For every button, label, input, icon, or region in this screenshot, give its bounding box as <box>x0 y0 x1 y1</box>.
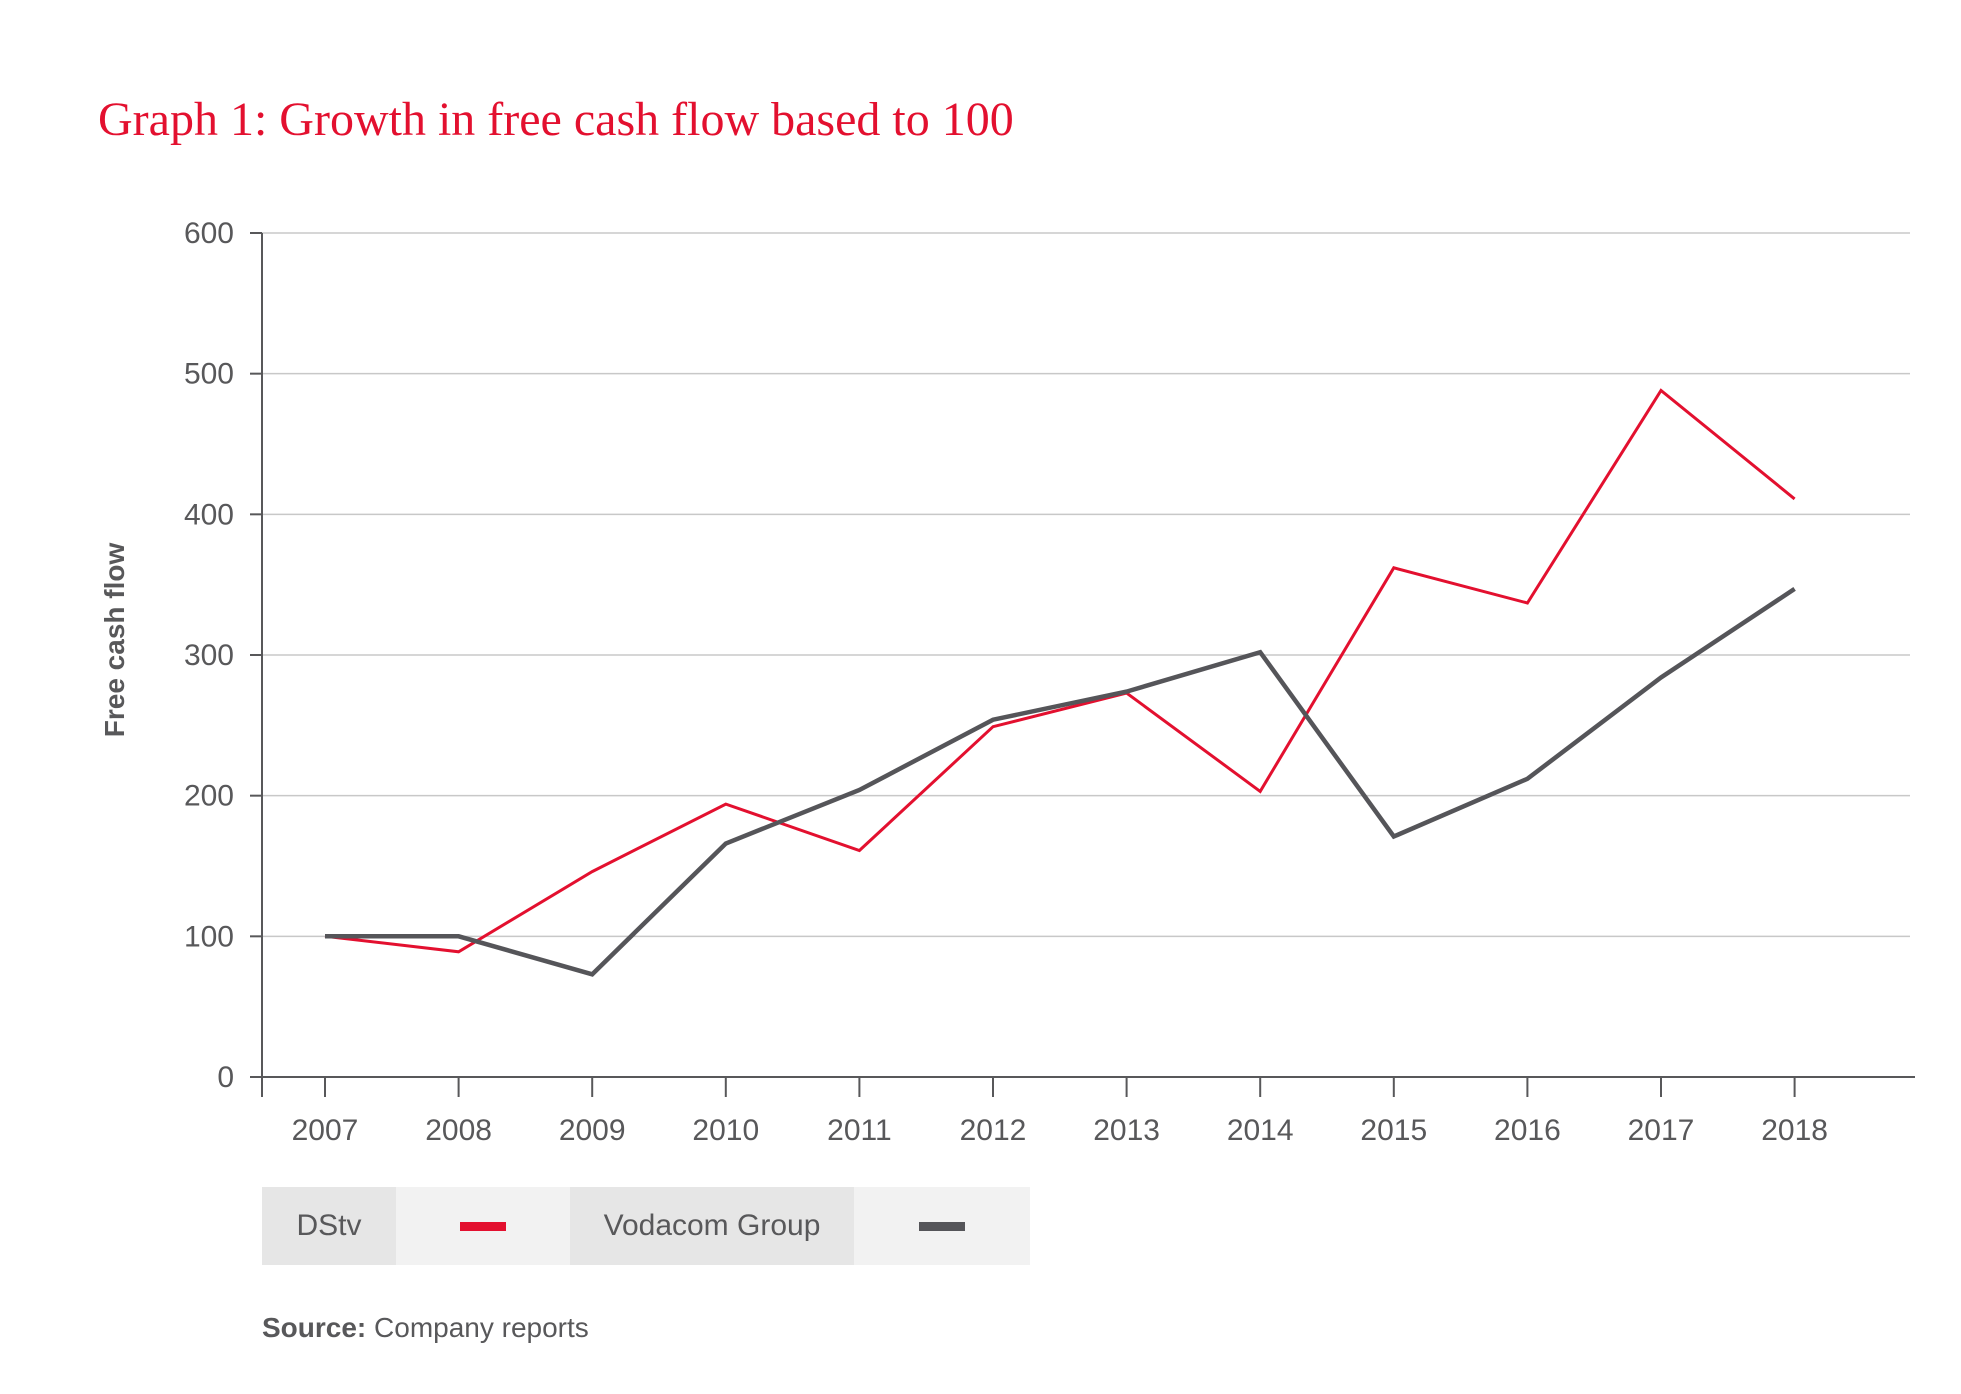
legend-line-vodacom <box>919 1221 965 1231</box>
legend-swatch-dstv <box>396 1187 570 1265</box>
x-tick-label-2013: 2013 <box>1093 1114 1160 1147</box>
x-tick-label-2008: 2008 <box>425 1114 492 1147</box>
y-tick-label-200: 200 <box>184 780 234 813</box>
x-tick-label-2012: 2012 <box>960 1114 1027 1147</box>
legend-swatch-vodacom <box>854 1187 1030 1265</box>
legend-label-vodacom: Vodacom Group <box>570 1187 854 1265</box>
legend-label-dstv: DStv <box>262 1187 396 1265</box>
y-tick-label-400: 400 <box>184 498 234 531</box>
x-tick-label-2014: 2014 <box>1227 1114 1294 1147</box>
x-tick-label-2018: 2018 <box>1761 1114 1828 1147</box>
axes <box>261 233 1915 1097</box>
y-tick-label-300: 300 <box>184 639 234 672</box>
legend: DStv Vodacom Group <box>262 1187 1030 1265</box>
y-tick-label-0: 0 <box>217 1061 234 1094</box>
gridlines <box>262 232 1910 938</box>
source-text: Company reports <box>374 1312 589 1343</box>
y-tick-label-100: 100 <box>184 920 234 953</box>
x-tick-label-2011: 2011 <box>827 1114 892 1147</box>
x-axis-ticks: 2007 2008 2009 2010 2011 2012 2013 2014 2015 2016… <box>292 1077 1828 1147</box>
series-line-vodacom-group <box>325 587 1796 977</box>
x-tick-label-2007: 2007 <box>292 1114 359 1147</box>
x-tick-label-2016: 2016 <box>1494 1114 1561 1147</box>
x-tick-label-2017: 2017 <box>1628 1114 1695 1147</box>
source-label: Source: <box>262 1312 367 1343</box>
x-tick-label-2015: 2015 <box>1360 1114 1427 1147</box>
chart-title: Graph 1: Growth in free cash flow based … <box>98 93 1014 146</box>
x-tick-label-2009: 2009 <box>559 1114 626 1147</box>
series-line-dstv <box>324 388 1796 954</box>
y-axis-label: Free cash flow <box>99 543 130 738</box>
y-tick-label-500: 500 <box>184 358 234 391</box>
y-axis-ticks: 0 100 200 300 400 500 600 <box>184 217 262 1094</box>
source-note: Source: Company reports <box>262 1312 589 1344</box>
series-lines <box>324 388 1796 977</box>
x-tick-label-2010: 2010 <box>692 1114 759 1147</box>
legend-line-dstv <box>460 1221 506 1231</box>
y-tick-label-600: 600 <box>184 217 234 250</box>
